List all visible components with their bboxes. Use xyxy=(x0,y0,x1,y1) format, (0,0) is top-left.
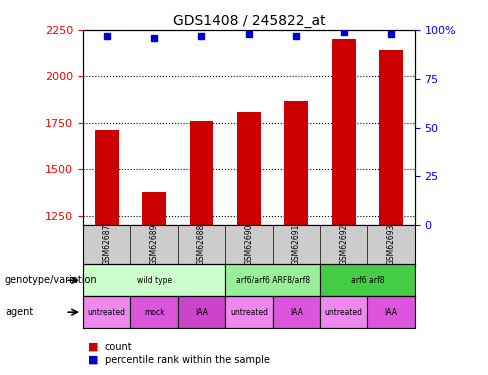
Text: agent: agent xyxy=(5,308,33,317)
Text: genotype/variation: genotype/variation xyxy=(5,275,98,285)
Bar xyxy=(83,264,225,296)
Text: arf6 arf8: arf6 arf8 xyxy=(351,276,384,285)
Text: GSM62693: GSM62693 xyxy=(386,224,396,266)
Text: GSM62689: GSM62689 xyxy=(149,224,159,266)
Text: IAA: IAA xyxy=(195,308,208,316)
Bar xyxy=(332,39,356,225)
Bar xyxy=(273,296,320,328)
Bar xyxy=(320,296,367,328)
Text: arf6/arf6 ARF8/arf8: arf6/arf6 ARF8/arf8 xyxy=(236,276,310,285)
Text: untreated: untreated xyxy=(325,308,363,316)
Bar xyxy=(190,121,213,225)
Bar xyxy=(225,296,273,328)
Text: GSM62687: GSM62687 xyxy=(102,224,111,266)
Bar xyxy=(237,112,261,225)
Title: GDS1408 / 245822_at: GDS1408 / 245822_at xyxy=(173,13,325,28)
Text: GSM62690: GSM62690 xyxy=(244,224,253,266)
Text: mock: mock xyxy=(144,308,164,316)
Bar xyxy=(130,296,178,328)
Text: ■: ■ xyxy=(88,342,99,352)
Text: count: count xyxy=(105,342,133,352)
Text: IAA: IAA xyxy=(385,308,398,316)
Text: GSM62692: GSM62692 xyxy=(339,224,348,266)
Bar xyxy=(95,130,119,225)
Text: wild type: wild type xyxy=(137,276,172,285)
Text: untreated: untreated xyxy=(88,308,126,316)
Text: GSM62691: GSM62691 xyxy=(292,224,301,266)
Text: IAA: IAA xyxy=(290,308,303,316)
Bar xyxy=(285,100,308,225)
Bar xyxy=(225,264,320,296)
Text: GSM62688: GSM62688 xyxy=(197,224,206,266)
Text: ■: ■ xyxy=(88,355,99,365)
Bar xyxy=(367,296,415,328)
Text: untreated: untreated xyxy=(230,308,268,316)
Bar xyxy=(178,296,225,328)
Bar xyxy=(142,192,166,225)
Text: percentile rank within the sample: percentile rank within the sample xyxy=(105,355,270,365)
Bar xyxy=(320,264,415,296)
Bar xyxy=(83,296,130,328)
Bar xyxy=(379,50,403,225)
